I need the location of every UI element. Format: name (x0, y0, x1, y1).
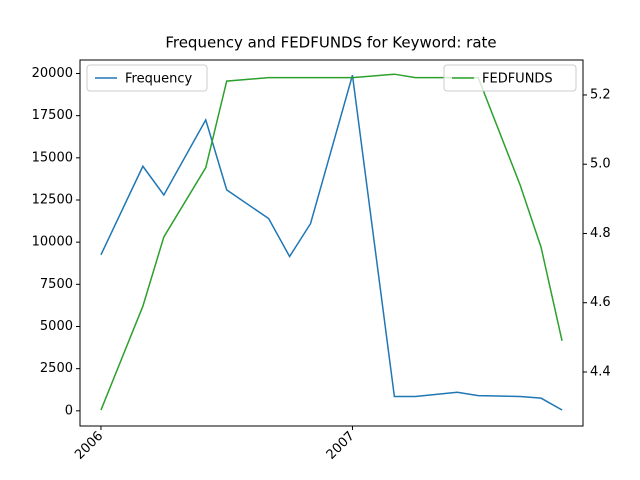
legend-box (86, 64, 208, 92)
y2-tick-label: 4.4 (590, 364, 611, 379)
legend-box (443, 64, 577, 92)
chart-title: Frequency and FEDFUNDS for Keyword: rate (165, 34, 496, 52)
plot-frame (79, 59, 584, 427)
legend-label: Frequency (125, 72, 192, 87)
y-tick-label: 7500 (40, 277, 73, 292)
x-tick-label: 2006 (72, 429, 106, 463)
legend-label: FEDFUNDS (482, 72, 553, 87)
x-tick-label: 2007 (324, 429, 358, 463)
y2-tick-label: 4.6 (590, 295, 611, 310)
y-tick-label: 12500 (32, 192, 73, 207)
y-tick-label: 20000 (32, 66, 73, 81)
y2-tick-label: 5.2 (590, 87, 611, 102)
y-tick-label: 5000 (40, 319, 73, 334)
y-tick-label: 10000 (32, 235, 73, 250)
y2-tick-label: 5.0 (590, 157, 611, 172)
series-line (100, 74, 563, 411)
series-line (100, 73, 563, 411)
y-tick-label: 15000 (32, 150, 73, 165)
y2-tick-label: 4.8 (590, 226, 611, 241)
y-tick-label: 17500 (32, 108, 73, 123)
y-tick-label: 0 (65, 403, 73, 418)
y-tick-label: 2500 (40, 361, 73, 376)
